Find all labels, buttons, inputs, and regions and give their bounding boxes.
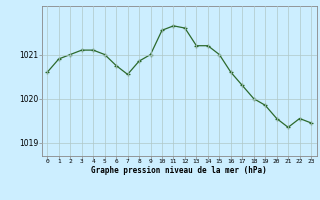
X-axis label: Graphe pression niveau de la mer (hPa): Graphe pression niveau de la mer (hPa) — [91, 166, 267, 175]
